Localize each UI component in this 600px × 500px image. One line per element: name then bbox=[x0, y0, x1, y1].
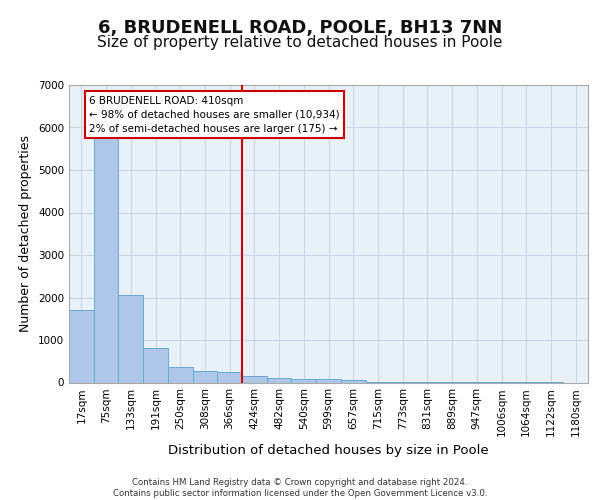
Bar bbox=[267, 378, 292, 382]
Bar bbox=[242, 376, 267, 382]
Bar bbox=[217, 372, 242, 382]
Y-axis label: Number of detached properties: Number of detached properties bbox=[19, 135, 32, 332]
Text: Size of property relative to detached houses in Poole: Size of property relative to detached ho… bbox=[97, 35, 503, 50]
Text: Contains HM Land Registry data © Crown copyright and database right 2024.
Contai: Contains HM Land Registry data © Crown c… bbox=[113, 478, 487, 498]
Bar bbox=[143, 348, 168, 382]
Text: 6, BRUDENELL ROAD, POOLE, BH13 7NN: 6, BRUDENELL ROAD, POOLE, BH13 7NN bbox=[98, 19, 502, 37]
Bar bbox=[292, 379, 316, 382]
Bar bbox=[316, 379, 341, 382]
Bar bbox=[118, 296, 143, 382]
Bar bbox=[168, 368, 193, 382]
Bar bbox=[94, 132, 118, 382]
Bar bbox=[69, 310, 94, 382]
Bar bbox=[193, 371, 217, 382]
X-axis label: Distribution of detached houses by size in Poole: Distribution of detached houses by size … bbox=[168, 444, 489, 458]
Bar bbox=[341, 380, 365, 382]
Text: 6 BRUDENELL ROAD: 410sqm
← 98% of detached houses are smaller (10,934)
2% of sem: 6 BRUDENELL ROAD: 410sqm ← 98% of detach… bbox=[89, 96, 340, 134]
